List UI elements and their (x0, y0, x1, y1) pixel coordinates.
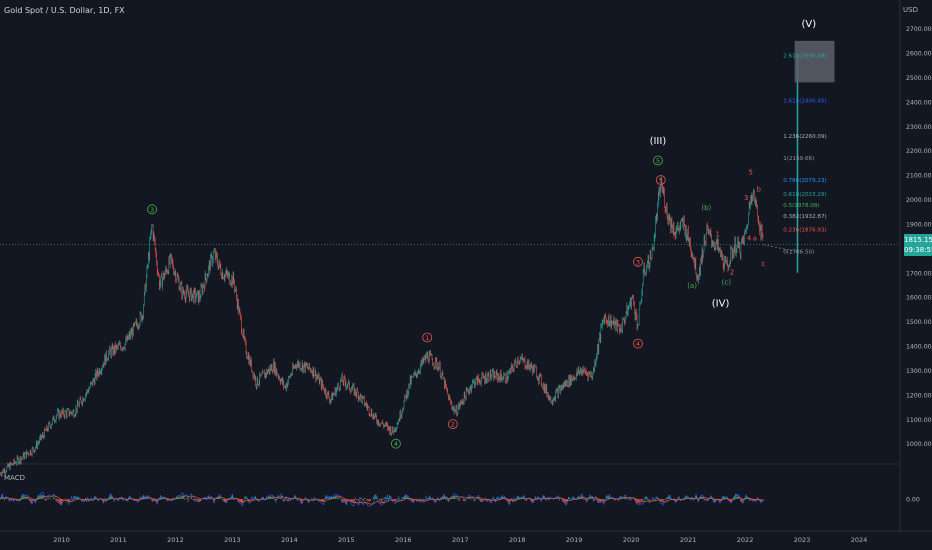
wave-label: b (757, 186, 762, 194)
wave-label: (c) (722, 278, 732, 286)
y-tick-label: 2400.00 (906, 99, 932, 106)
wave-label-circle (653, 155, 663, 166)
wave-label-circle (633, 338, 643, 349)
fib-level-label: 0.618(2023.29) (783, 192, 827, 198)
wave-label-circle (633, 256, 643, 267)
macd-pane (0, 492, 764, 507)
wave-label-circle (422, 332, 433, 343)
x-tick-label: 2013 (224, 536, 241, 544)
y-tick-label: 1400.00 (906, 344, 932, 351)
wave-label: (III) (650, 136, 667, 147)
x-tick-label: 2017 (452, 536, 469, 544)
y-tick-label: 1600.00 (906, 295, 932, 302)
fib-level-label: 0(1786.50) (783, 250, 814, 256)
wave-label: 3 (744, 194, 748, 202)
x-tick-label: 2022 (737, 536, 754, 544)
x-tick-label: 2016 (395, 536, 412, 544)
x-tick-label: 2015 (338, 536, 355, 544)
wave-label: 2 (451, 421, 455, 429)
x-tick-label: 2018 (509, 536, 526, 544)
x-tick-label: 2010 (53, 536, 70, 544)
y-tick-label: 1300.00 (906, 368, 932, 375)
x-tick-label: 2012 (167, 536, 184, 544)
wave-label: 2 (730, 269, 734, 277)
y-tick-label: 2700.00 (906, 26, 932, 33)
fib-level-label: 0.5(1978.08) (783, 203, 819, 209)
y-tick-label: 1100.00 (906, 417, 932, 424)
y-tick-label: 2500.00 (906, 75, 932, 82)
projection-line (763, 244, 798, 253)
wave-label: c (761, 260, 765, 268)
macd-indicator-label[interactable]: MACD (4, 474, 25, 482)
wave-label: a (753, 234, 757, 242)
symbol-title: Gold Spot / U.S. Dollar, 1D, FX (4, 6, 125, 15)
y-tick-label: 1200.00 (906, 392, 932, 399)
macd-axis-label: 0.00 (906, 497, 920, 504)
x-tick-label: 2021 (680, 536, 697, 544)
x-tick-label: 2019 (566, 536, 583, 544)
wave-label: 5 (656, 157, 660, 165)
wave-label: 4 (394, 440, 398, 448)
wave-label: (a) (687, 282, 697, 290)
x-tick-label: 2020 (623, 536, 640, 544)
signal-line (0, 495, 764, 505)
y-tick-label: 2100.00 (906, 173, 932, 180)
x-tick-label: 2024 (851, 536, 868, 544)
y-tick-label: 1500.00 (906, 319, 932, 326)
fib-level-label: 2.618(2590.48) (783, 53, 827, 59)
wave-label-circle (390, 438, 401, 449)
current-price-value: 1815.15 (904, 236, 932, 244)
wave-label: 3 (636, 258, 640, 266)
wave-label: (V) (802, 19, 817, 30)
wave-label: 4 (636, 340, 640, 348)
x-tick-label: 2014 (281, 536, 298, 544)
y-tick-label: 1000.00 (906, 441, 932, 448)
wave-label: 5 (749, 168, 753, 176)
fib-level-label: 0.786(2079.23) (783, 178, 827, 184)
macd-line (0, 492, 764, 507)
wave-label-circle (655, 175, 666, 185)
wave-label: (b) (701, 204, 711, 212)
wave-label: 1 (715, 231, 719, 239)
x-tick-label: 2011 (110, 536, 127, 544)
fib-level-label: 1.618(2406.45) (783, 98, 827, 104)
fib-level-label: 0.236(1876.93) (783, 228, 827, 234)
y-tick-label: 2200.00 (906, 148, 932, 155)
bar-countdown: 09:38:55 (904, 246, 932, 254)
y-tick-label: 2300.00 (906, 124, 932, 131)
fib-level-label: 0.382(1932.87) (783, 214, 827, 220)
wave-label-circle (147, 204, 157, 215)
y-tick-label: 2000.00 (906, 197, 932, 204)
price-candles (0, 175, 764, 477)
fib-level-label: 1(2169.66) (783, 156, 814, 162)
y-tick-label: 2600.00 (906, 51, 932, 58)
wave-label: 1 (425, 334, 429, 342)
wave-label-circle (447, 419, 458, 430)
target-zone-box (794, 40, 835, 83)
y-tick-label: 1900.00 (906, 221, 932, 228)
x-tick-label: 2023 (794, 536, 811, 544)
y-tick-label: 1700.00 (906, 270, 932, 277)
fib-level-label: 1.236(2260.09) (783, 134, 827, 140)
wave-label: 3 (150, 206, 154, 214)
wave-label: 5 (659, 177, 663, 185)
current-price-badge: 1815.15 09:38:55 (904, 234, 932, 256)
currency-label: USD (903, 6, 918, 14)
wave-label: (IV) (712, 298, 730, 309)
wave-label: 4 (747, 234, 752, 242)
